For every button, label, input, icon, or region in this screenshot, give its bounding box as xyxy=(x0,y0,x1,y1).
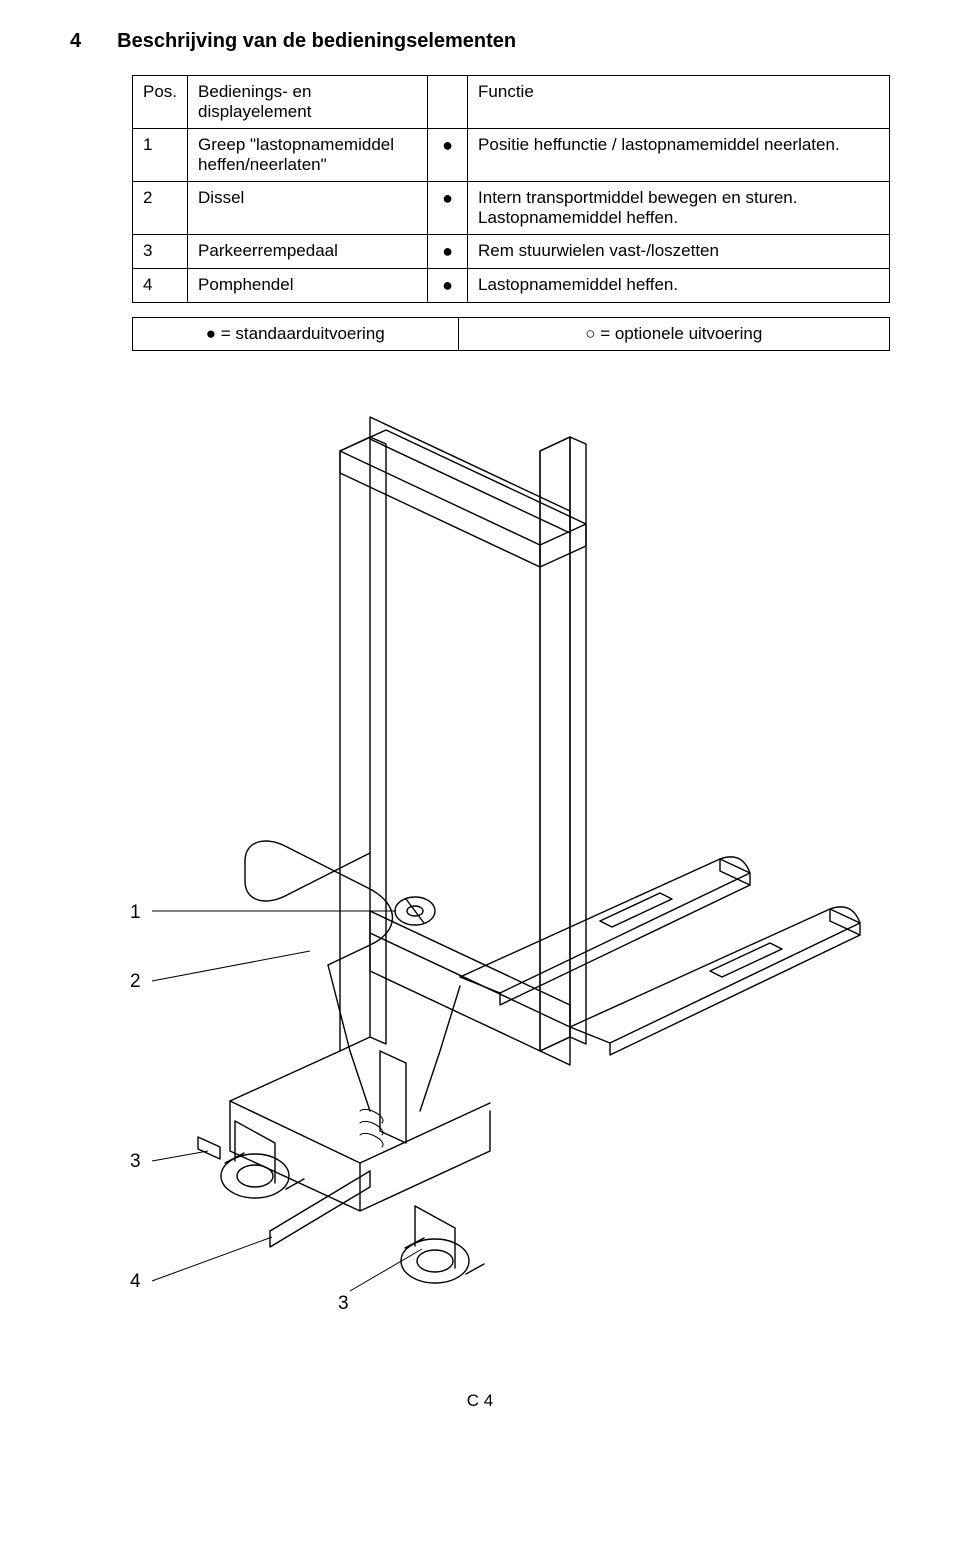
cell-element: Dissel xyxy=(188,182,428,235)
section-title: Beschrijving van de bedieningselementen xyxy=(117,30,516,53)
table-row: 1 Greep "lastopnamemiddel heffen/neerlat… xyxy=(133,129,890,182)
controls-table: Pos. Bedienings- en displayelement Funct… xyxy=(132,75,890,303)
page-footer: C 4 xyxy=(70,1391,890,1411)
table-row: 4 Pomphendel ● Lastopnamemiddel heffen. xyxy=(133,269,890,303)
cell-element: Greep "lastopnamemiddel heffen/neerlaten… xyxy=(188,129,428,182)
cell-function: Rem stuurwielen vast-/loszetten xyxy=(468,235,890,269)
col-symbol xyxy=(428,76,468,129)
cell-symbol: ● xyxy=(428,182,468,235)
legend-table: ● = standaarduitvoering ○ = optionele ui… xyxy=(132,317,890,351)
legend-optional: ○ = optionele uitvoering xyxy=(458,318,890,351)
cell-pos: 3 xyxy=(133,235,188,269)
cell-symbol: ● xyxy=(428,269,468,303)
cell-element: Parkeerrempedaal xyxy=(188,235,428,269)
legend-standard: ● = standaarduitvoering xyxy=(133,318,459,351)
callout-3: 3 xyxy=(130,1151,141,1172)
callout-1: 1 xyxy=(130,902,141,923)
section-number: 4 xyxy=(70,30,81,53)
cell-symbol: ● xyxy=(428,235,468,269)
callout-3b: 3 xyxy=(338,1293,349,1314)
stacker-diagram: 1 2 3 3 4 xyxy=(70,411,890,1331)
col-pos: Pos. xyxy=(133,76,188,129)
cell-pos: 4 xyxy=(133,269,188,303)
table-header-row: Pos. Bedienings- en displayelement Funct… xyxy=(133,76,890,129)
col-function: Functie xyxy=(468,76,890,129)
callout-4: 4 xyxy=(130,1271,141,1292)
table-row: 3 Parkeerrempedaal ● Rem stuurwielen vas… xyxy=(133,235,890,269)
table-row: 2 Dissel ● Intern transportmiddel bewege… xyxy=(133,182,890,235)
callout-2: 2 xyxy=(130,971,141,992)
cell-function: Positie heffunctie / lastopnamemiddel ne… xyxy=(468,129,890,182)
cell-pos: 2 xyxy=(133,182,188,235)
cell-symbol: ● xyxy=(428,129,468,182)
cell-element: Pomphendel xyxy=(188,269,428,303)
cell-function: Intern transportmiddel bewegen en sturen… xyxy=(468,182,890,235)
cell-pos: 1 xyxy=(133,129,188,182)
col-element: Bedienings- en displayelement xyxy=(188,76,428,129)
cell-function: Lastopnamemiddel heffen. xyxy=(468,269,890,303)
